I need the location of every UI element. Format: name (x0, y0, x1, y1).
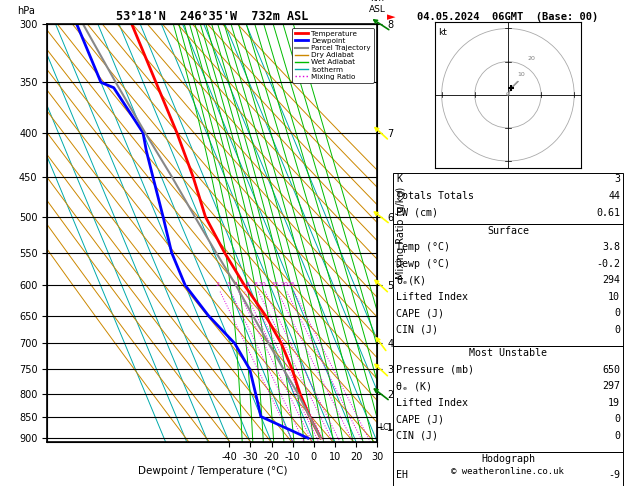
Text: K: K (396, 174, 403, 185)
Text: CAPE (J): CAPE (J) (396, 414, 444, 424)
Text: 0.61: 0.61 (596, 208, 620, 218)
Text: PW (cm): PW (cm) (396, 208, 438, 218)
Text: Temp (°C): Temp (°C) (396, 242, 450, 252)
Text: 297: 297 (602, 381, 620, 391)
Text: 6: 6 (245, 281, 250, 287)
Text: 4: 4 (234, 281, 238, 287)
Text: Pressure (mb): Pressure (mb) (396, 364, 474, 375)
Text: 20: 20 (281, 281, 288, 287)
Text: 25: 25 (287, 281, 296, 287)
Text: 8: 8 (254, 281, 258, 287)
Text: 04.05.2024  06GMT  (Base: 00): 04.05.2024 06GMT (Base: 00) (417, 12, 599, 22)
Text: EH: EH (396, 470, 408, 480)
Text: θₑ (K): θₑ (K) (396, 381, 432, 391)
Text: -9: -9 (608, 470, 620, 480)
X-axis label: Dewpoint / Temperature (°C): Dewpoint / Temperature (°C) (138, 466, 287, 476)
Text: 0: 0 (506, 92, 510, 97)
Text: LCL: LCL (379, 423, 392, 432)
Text: 0: 0 (614, 431, 620, 441)
Text: θₑ(K): θₑ(K) (396, 275, 426, 285)
Text: 5: 5 (240, 281, 244, 287)
Text: Lifted Index: Lifted Index (396, 292, 468, 302)
Text: Most Unstable: Most Unstable (469, 348, 547, 358)
Y-axis label: Mixing Ratio (g/kg): Mixing Ratio (g/kg) (396, 187, 406, 279)
Text: -0.2: -0.2 (596, 259, 620, 269)
Text: km
ASL: km ASL (369, 0, 386, 14)
Text: CIN (J): CIN (J) (396, 431, 438, 441)
Text: 294: 294 (602, 275, 620, 285)
Text: © weatheronline.co.uk: © weatheronline.co.uk (452, 467, 564, 476)
Text: 10: 10 (259, 281, 267, 287)
Text: 3: 3 (614, 174, 620, 185)
Text: Dewp (°C): Dewp (°C) (396, 259, 450, 269)
Text: Hodograph: Hodograph (481, 454, 535, 464)
Text: 0: 0 (614, 325, 620, 335)
Text: CIN (J): CIN (J) (396, 325, 438, 335)
Text: 2: 2 (216, 281, 220, 287)
Text: 10: 10 (608, 292, 620, 302)
Text: Lifted Index: Lifted Index (396, 398, 468, 408)
Text: 0: 0 (614, 414, 620, 424)
Text: 15: 15 (271, 281, 279, 287)
Text: 3: 3 (226, 281, 230, 287)
Text: 10: 10 (517, 72, 525, 77)
Text: 20: 20 (527, 56, 535, 61)
Text: 44: 44 (608, 191, 620, 201)
Text: kt: kt (438, 29, 447, 37)
Text: 3.8: 3.8 (602, 242, 620, 252)
Text: 650: 650 (602, 364, 620, 375)
Text: ►: ► (387, 12, 396, 22)
Text: CAPE (J): CAPE (J) (396, 308, 444, 318)
Text: Totals Totals: Totals Totals (396, 191, 474, 201)
Text: 0: 0 (614, 308, 620, 318)
Legend: Temperature, Dewpoint, Parcel Trajectory, Dry Adiabat, Wet Adiabat, Isotherm, Mi: Temperature, Dewpoint, Parcel Trajectory… (292, 28, 374, 83)
Text: 19: 19 (608, 398, 620, 408)
Text: Surface: Surface (487, 226, 529, 236)
Text: hPa: hPa (18, 6, 35, 16)
Title: 53°18'N  246°35'W  732m ASL: 53°18'N 246°35'W 732m ASL (116, 10, 308, 23)
